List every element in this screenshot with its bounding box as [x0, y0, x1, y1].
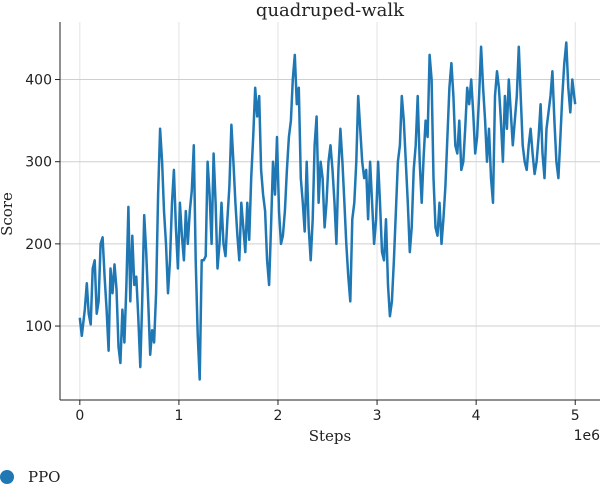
series-layer: [78, 41, 577, 381]
legend-label-ppo: PPO: [28, 468, 61, 486]
chart-title: quadruped-walk: [256, 0, 405, 21]
y-tick-label: 100: [25, 319, 52, 335]
legend: PPO: [0, 468, 60, 486]
series-line-ppo: [78, 41, 577, 381]
x-tick-label: 1: [174, 408, 183, 424]
x-tick-label: 4: [472, 408, 481, 424]
y-axis-title: Score: [0, 192, 16, 236]
x-tick-label: 2: [274, 408, 283, 424]
x-tick-label: 0: [75, 408, 84, 424]
x-tick-label: 3: [373, 408, 382, 424]
y-tick-label: 300: [25, 155, 52, 171]
axis-ticks: 0 1 2 3 4 5 100 200 300 400: [25, 73, 579, 424]
legend-swatch: [0, 470, 14, 484]
y-tick-label: 200: [25, 237, 52, 253]
x-tick-label: 5: [571, 408, 580, 424]
x-axis-offset-label: 1e6: [574, 428, 600, 444]
y-tick-label: 400: [25, 73, 52, 89]
x-axis-title: Steps: [309, 427, 351, 445]
